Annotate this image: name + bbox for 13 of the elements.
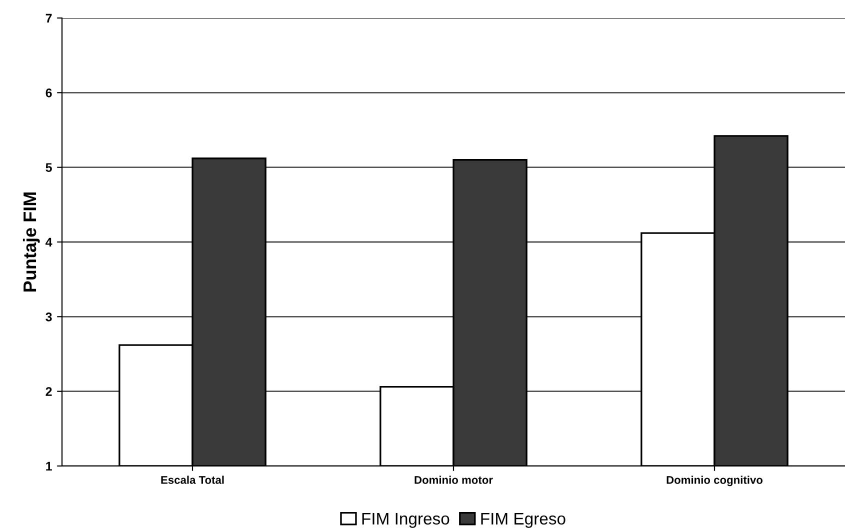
y-tick-label: 3 (46, 312, 52, 322)
y-tick-label: 7 (46, 14, 52, 23)
x-tick-label: Escala Total (161, 476, 224, 484)
y-tick-label: 5 (46, 163, 52, 172)
x-tick-label: Dominio motor (414, 476, 493, 484)
y-tick-label: 2 (46, 387, 52, 396)
y-axis-title: Puntaje FIM (22, 192, 40, 292)
y-tick-label: 6 (46, 88, 52, 98)
x-tick-label: Dominio cognitivo (666, 476, 763, 486)
y-tick-label: 1 (46, 462, 52, 471)
legend-label: FIM Egreso (481, 512, 566, 528)
y-tick-label: 4 (46, 238, 52, 247)
legend-label: FIM Ingreso (362, 512, 450, 528)
